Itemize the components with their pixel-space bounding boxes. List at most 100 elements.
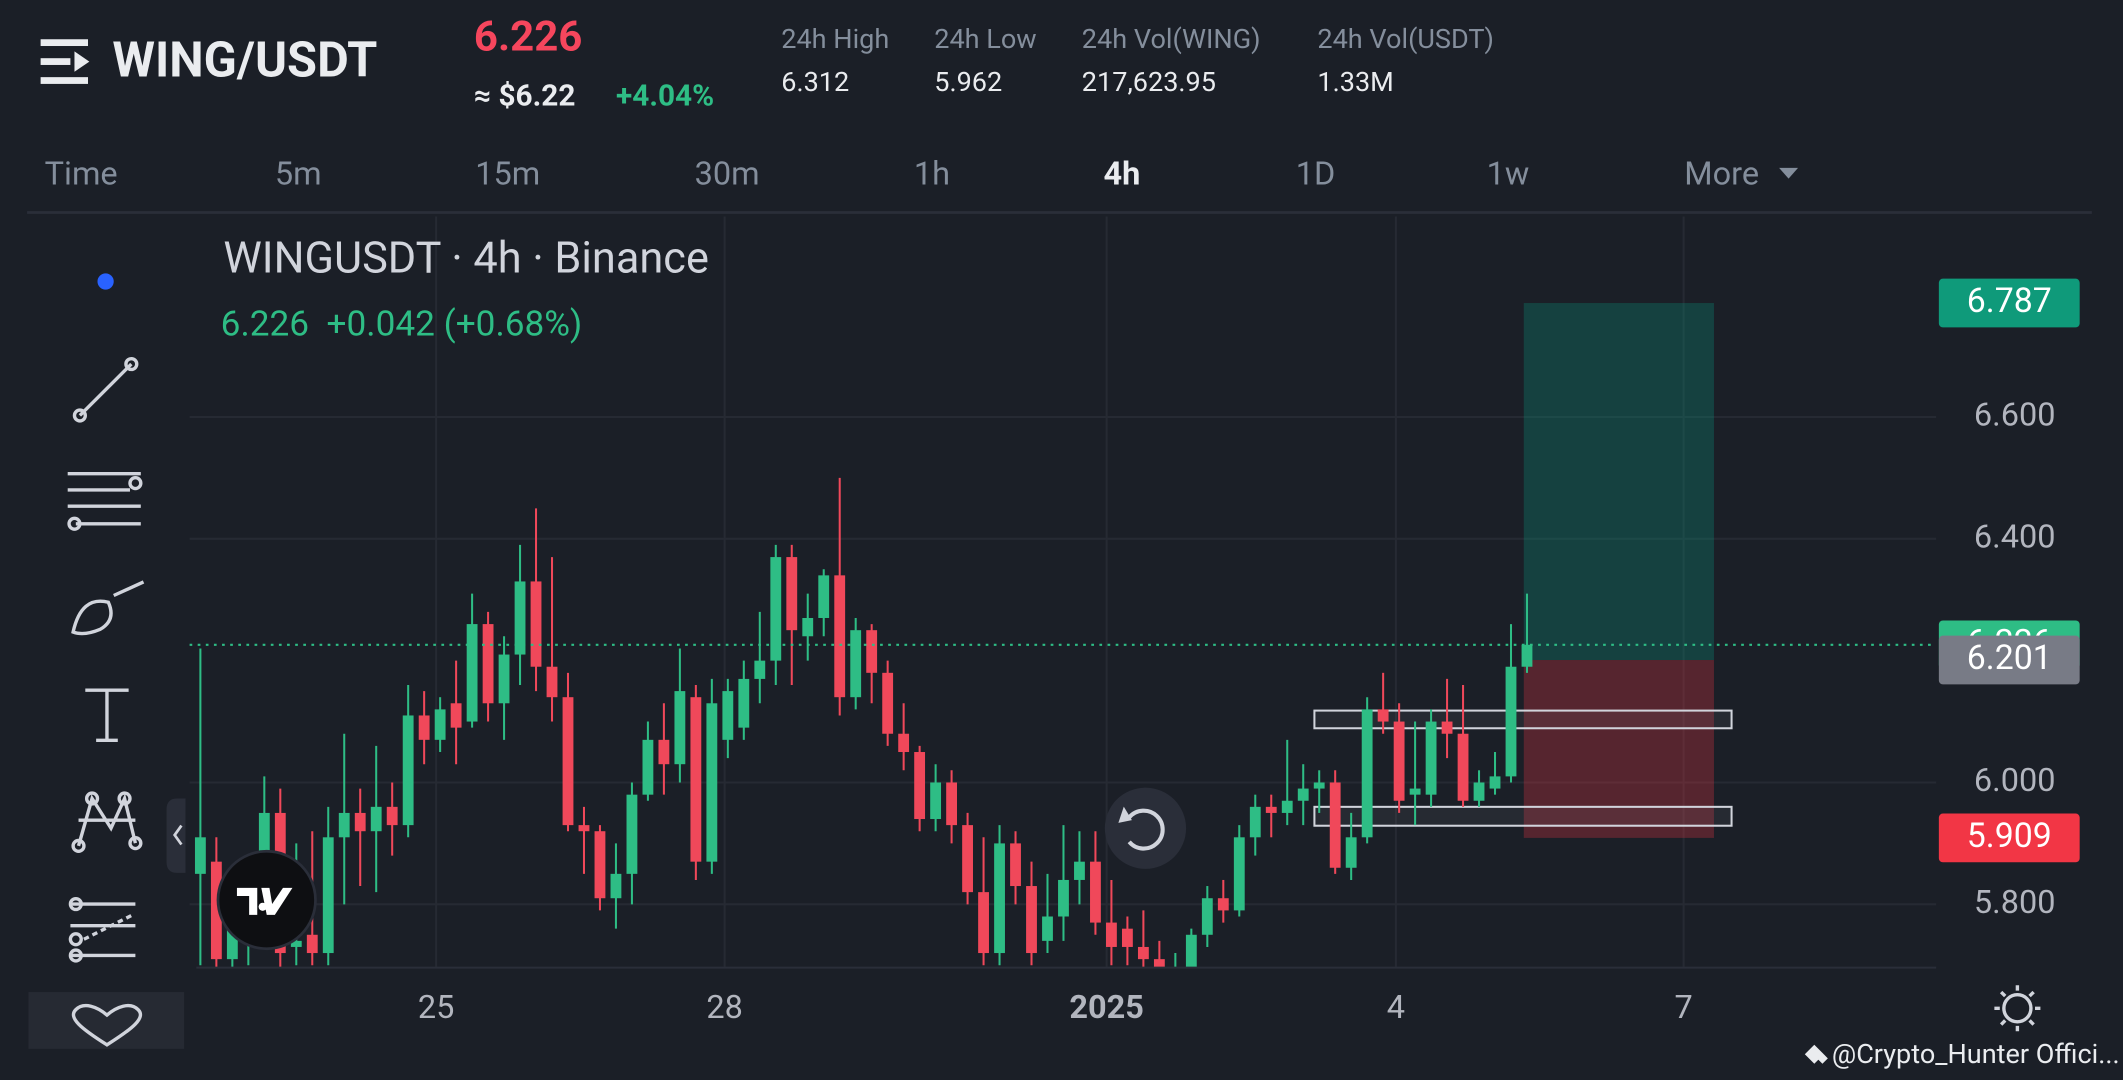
active-dot xyxy=(97,273,114,290)
y-tick-label: 6.400 xyxy=(1974,517,2056,555)
candle-body xyxy=(1281,800,1293,813)
candle-body xyxy=(1425,721,1437,795)
candle-body xyxy=(514,581,526,655)
candle-body xyxy=(338,812,350,838)
candle-body xyxy=(706,703,718,862)
candle-body xyxy=(1090,861,1101,923)
fib-tool[interactable] xyxy=(67,471,143,531)
settings-icon[interactable] xyxy=(1994,985,2041,1032)
price-badge-label: 6.787 xyxy=(1967,282,2052,321)
candle-body xyxy=(434,709,446,740)
candle-body xyxy=(498,654,510,704)
favorite-tool[interactable] xyxy=(71,1003,142,1047)
candle-body xyxy=(626,794,638,874)
candle-body xyxy=(1441,721,1453,734)
more-caret[interactable] xyxy=(1779,167,1799,179)
candle-body xyxy=(978,892,989,954)
timeframe-tab[interactable]: 30m xyxy=(695,155,760,193)
candle-body xyxy=(1217,898,1229,911)
last-price: 6.226 xyxy=(474,12,582,61)
pair-name[interactable]: WING/USDT xyxy=(112,31,377,88)
candle-body xyxy=(1026,886,1037,954)
usd-price: ≈ $6.22 xyxy=(474,78,576,113)
candle-body xyxy=(402,715,414,826)
text-tool[interactable] xyxy=(85,688,129,742)
candle-body xyxy=(1106,922,1117,947)
candle-body xyxy=(1233,837,1245,911)
candle-body xyxy=(1361,709,1373,838)
candle-body xyxy=(674,691,686,765)
watermark: @Crypto_Hunter Offici... xyxy=(1804,1038,2120,1070)
candle-body xyxy=(466,624,478,722)
candle-body xyxy=(930,782,942,820)
candle-body xyxy=(1265,806,1277,813)
brush-tool[interactable] xyxy=(71,580,145,636)
timeframe-tab[interactable]: Time xyxy=(45,155,118,193)
x-tick-label: 2025 xyxy=(1069,988,1144,1026)
x-tick-label: 25 xyxy=(418,988,455,1026)
drawing-toolbar xyxy=(28,273,185,1049)
candle-body xyxy=(786,557,798,631)
stat-value: 6.312 xyxy=(781,66,849,98)
candle-body xyxy=(290,940,302,947)
candle-body xyxy=(1121,928,1133,947)
chart-title: WINGUSDT · 4h · Binance xyxy=(223,233,709,284)
candle-body xyxy=(722,691,734,740)
trendline-tool[interactable] xyxy=(72,356,139,423)
candle-body xyxy=(546,666,558,698)
candle-body xyxy=(1074,861,1085,880)
candle-body xyxy=(450,703,462,728)
candle-body xyxy=(226,928,238,960)
tradingview-logo[interactable] xyxy=(216,849,317,951)
candle-body xyxy=(834,575,846,698)
candle-body xyxy=(210,861,222,960)
timeframe-tab[interactable]: 1h xyxy=(914,155,950,193)
x-tick-label: 28 xyxy=(706,988,743,1026)
timeframe-tab[interactable]: 1w xyxy=(1487,155,1530,193)
watermark-text: @Crypto_Hunter Offici... xyxy=(1832,1038,2120,1070)
candle-body xyxy=(866,630,878,673)
candle-body xyxy=(1489,776,1501,789)
candle-body xyxy=(1185,934,1197,968)
candle-body xyxy=(1297,788,1309,801)
candle-body xyxy=(914,752,926,820)
candle-body xyxy=(1137,946,1149,960)
stat-label: 24h Vol(WING) xyxy=(1082,23,1261,55)
candle-body xyxy=(610,873,622,899)
y-tick-label: 5.800 xyxy=(1974,883,2056,921)
candle-body xyxy=(354,812,366,832)
pattern-tool[interactable] xyxy=(71,791,143,853)
timeframe-tab[interactable]: 1D xyxy=(1296,155,1336,193)
timeframe-tab[interactable]: 15m xyxy=(475,155,540,193)
candle-body xyxy=(850,630,862,698)
menu-icon[interactable] xyxy=(40,39,90,84)
y-tick-label: 6.600 xyxy=(1974,396,2056,434)
candle-body xyxy=(594,831,606,899)
timeframe-tab[interactable]: 4h xyxy=(1103,155,1140,193)
timeframe-tab[interactable]: More xyxy=(1684,155,1759,193)
candle-body xyxy=(1201,898,1213,935)
plot-area xyxy=(189,216,1937,968)
stat-value: 217,623.95 xyxy=(1082,66,1216,98)
candle-body xyxy=(1329,782,1341,868)
candle-body xyxy=(1313,782,1325,789)
candle-body xyxy=(690,697,702,862)
candle-body xyxy=(386,806,398,826)
price-badge-label: 6.201 xyxy=(1967,639,2052,678)
zone-box xyxy=(1313,805,1733,827)
projection-tool[interactable] xyxy=(68,896,136,963)
candle-body xyxy=(1457,733,1469,801)
timeframe-bar: Time 5m 15m 30m 1h 4h 1D 1w More xyxy=(45,155,1759,193)
timeframe-tab[interactable]: 5m xyxy=(275,155,322,193)
stats: 24h High 6.312 24h Low 5.962 24h Vol(WING) 21… xyxy=(781,23,1494,98)
candle-body xyxy=(1010,843,1021,887)
candle-body xyxy=(194,837,206,874)
candle-body xyxy=(1505,666,1517,777)
chart-subtitle: 6.226 +0.042 (+0.68%) xyxy=(221,302,583,344)
candle-body xyxy=(994,843,1005,954)
replay-button[interactable] xyxy=(1104,787,1187,869)
candle-body xyxy=(1473,782,1485,801)
candle-body xyxy=(882,672,894,734)
candle-body xyxy=(370,806,382,832)
